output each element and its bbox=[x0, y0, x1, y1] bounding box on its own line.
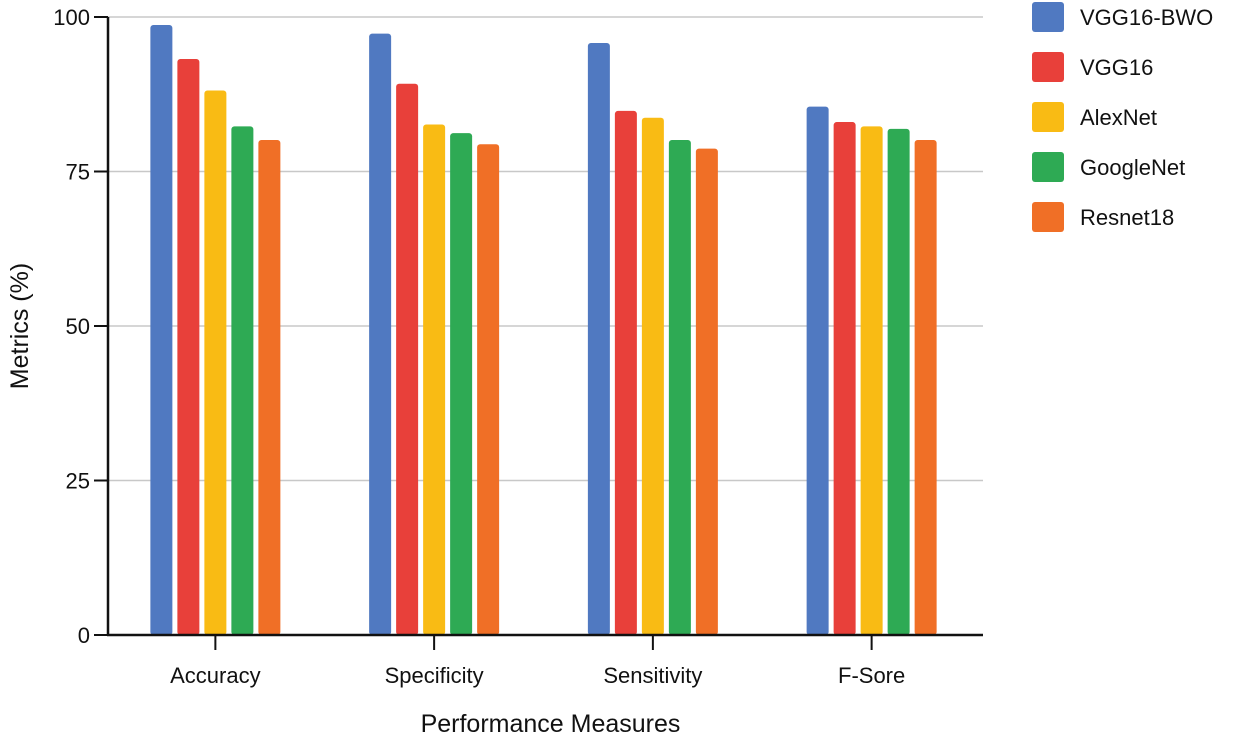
x-tick-label: F-Sore bbox=[838, 663, 905, 688]
y-tick-label: 75 bbox=[66, 160, 90, 185]
x-tick-label: Specificity bbox=[385, 663, 484, 688]
x-tick-label: Accuracy bbox=[170, 663, 260, 688]
legend-swatch bbox=[1032, 202, 1064, 232]
bar-vgg16-bwo-specificity bbox=[369, 33, 392, 636]
x-tick-label: Sensitivity bbox=[603, 663, 702, 688]
legend-item: Resnet18 bbox=[1032, 202, 1174, 232]
legend-item: VGG16 bbox=[1032, 52, 1153, 82]
bar-googlenet-sensitivity bbox=[668, 139, 691, 635]
legend-swatch bbox=[1032, 152, 1064, 182]
x-axis-title: Performance Measures bbox=[421, 710, 681, 738]
bar-vgg16-specificity bbox=[396, 83, 419, 635]
bar-alexnet-sensitivity bbox=[641, 117, 664, 635]
bar-vgg16-f-sore bbox=[833, 122, 856, 635]
bar-resnet18-f-sore bbox=[914, 139, 937, 635]
legend-item: VGG16-BWO bbox=[1032, 2, 1213, 32]
x-axis-ticks: Accuracy Specificity Sensitivity F-Sore bbox=[170, 635, 905, 688]
legend: VGG16-BWO VGG16 AlexNet GoogleNet Resnet18 bbox=[1032, 2, 1213, 232]
legend-label: GoogleNet bbox=[1080, 155, 1185, 180]
bar-vgg16-bwo-sensitivity bbox=[587, 42, 610, 636]
bar-alexnet-accuracy bbox=[204, 90, 227, 636]
bar-googlenet-f-sore bbox=[887, 128, 910, 635]
bar-alexnet-specificity bbox=[423, 124, 446, 636]
axes bbox=[106, 17, 983, 637]
y-tick-label: 50 bbox=[66, 314, 90, 339]
y-axis-title: Metrics (%) bbox=[6, 263, 34, 389]
legend-item: GoogleNet bbox=[1032, 152, 1185, 182]
legend-swatch bbox=[1032, 102, 1064, 132]
bar-resnet18-accuracy bbox=[258, 139, 281, 635]
bars bbox=[150, 25, 937, 636]
legend-label: AlexNet bbox=[1080, 105, 1157, 130]
bar-googlenet-accuracy bbox=[231, 126, 254, 636]
legend-swatch bbox=[1032, 52, 1064, 82]
legend-label: VGG16-BWO bbox=[1080, 5, 1213, 30]
y-tick-label: 0 bbox=[78, 623, 90, 648]
bar-vgg16-bwo-accuracy bbox=[150, 25, 173, 636]
bar-resnet18-specificity bbox=[477, 144, 500, 636]
bar-vgg16-accuracy bbox=[177, 59, 200, 636]
legend-label: Resnet18 bbox=[1080, 205, 1174, 230]
legend-swatch bbox=[1032, 2, 1064, 32]
y-axis-ticks: 0 25 50 75 100 bbox=[53, 5, 108, 648]
bar-vgg16-bwo-f-sore bbox=[806, 106, 829, 636]
bar-vgg16-sensitivity bbox=[614, 110, 637, 636]
bar-googlenet-specificity bbox=[450, 133, 473, 635]
bar-alexnet-f-sore bbox=[860, 126, 883, 636]
y-tick-label: 100 bbox=[53, 5, 90, 30]
legend-label: VGG16 bbox=[1080, 55, 1153, 80]
legend-item: AlexNet bbox=[1032, 102, 1157, 132]
bar-resnet18-sensitivity bbox=[695, 148, 718, 635]
y-tick-label: 25 bbox=[66, 469, 90, 494]
